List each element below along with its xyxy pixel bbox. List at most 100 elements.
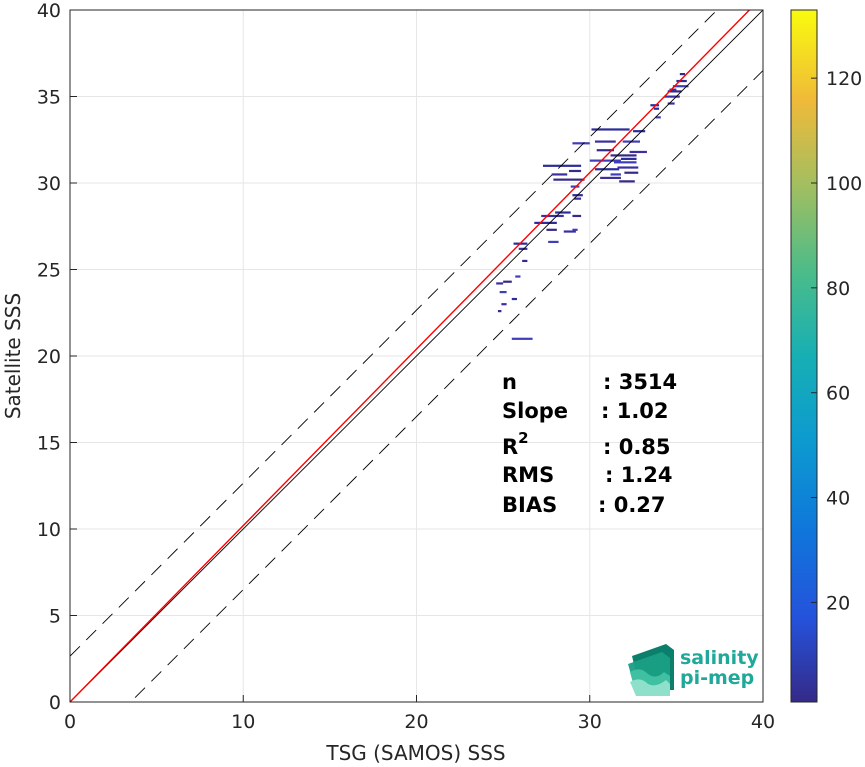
density-cell — [551, 173, 568, 176]
stat-n-value: : 3514 — [603, 370, 677, 394]
y-tick-label: 25 — [37, 260, 61, 282]
density-cell — [563, 230, 576, 233]
density-cell — [515, 275, 521, 278]
density-cell — [542, 164, 582, 167]
colorbar-tick-label: 100 — [826, 173, 862, 195]
density-cell — [655, 116, 661, 119]
density-cell — [497, 310, 502, 313]
density-cell — [496, 282, 504, 285]
density-cell — [624, 171, 639, 174]
density-cell — [676, 79, 687, 83]
density-cell — [591, 128, 630, 131]
colorbar-tick-label: 40 — [826, 488, 850, 510]
y-tick-label: 40 — [37, 0, 61, 22]
density-cell — [650, 104, 660, 107]
colorbar-tick-label: 80 — [826, 278, 850, 300]
density-cell — [664, 95, 680, 98]
density-cell — [503, 280, 512, 283]
y-tick-label: 15 — [37, 433, 61, 455]
colorbar — [790, 9, 818, 703]
reference-line-regression — [70, 10, 751, 702]
density-cell — [617, 166, 639, 169]
density-cell — [548, 240, 559, 244]
density-cell — [667, 102, 675, 105]
density-cell — [679, 73, 686, 76]
density-cell — [610, 154, 637, 157]
x-tick-label: 40 — [751, 711, 775, 733]
stat-n-label: n — [502, 370, 517, 394]
density-cell — [546, 228, 557, 231]
stat-bias-value: : 0.27 — [598, 493, 666, 517]
y-tick-label: 0 — [49, 692, 61, 714]
stat-r2-label: R2 — [502, 429, 529, 459]
density-cell — [572, 214, 582, 218]
density-cell — [568, 169, 582, 173]
colorbar-tick-label: 60 — [826, 383, 850, 405]
density-cell — [541, 214, 564, 218]
x-axis-ticks: 0 10 20 30 40 — [64, 695, 775, 733]
density-cell — [596, 149, 615, 152]
stat-bias-label: BIAS — [502, 493, 557, 517]
density-cell — [511, 337, 533, 340]
density-cell — [653, 107, 660, 110]
salinity-pi-mep-logo: salinity pi-mep — [628, 644, 759, 696]
density-cell — [672, 85, 689, 88]
colorbar-ticks: 20 40 60 80 100 120 — [811, 68, 862, 614]
logo-line2: pi-mep — [680, 667, 754, 689]
y-axis-ticks: 0 5 10 15 20 25 30 35 40 — [37, 0, 77, 714]
density-cell — [572, 228, 578, 231]
density-cell — [555, 211, 571, 214]
density-cell — [589, 159, 621, 162]
density-cell — [534, 221, 557, 224]
density-cell — [619, 180, 635, 183]
x-tick-label: 30 — [578, 711, 602, 733]
colorbar-tick-label: 120 — [826, 68, 862, 90]
density-cell — [600, 176, 621, 180]
stat-slope-value: : 1.02 — [601, 399, 669, 423]
reference-line-lower-bound — [130, 70, 763, 702]
density-cell — [669, 88, 677, 91]
reference-line-identity — [70, 10, 763, 702]
x-tick-label: 0 — [64, 711, 76, 733]
x-tick-label: 20 — [404, 711, 428, 733]
density-cell — [594, 168, 620, 171]
density-cell — [610, 173, 621, 176]
stat-r2-value: : 0.85 — [603, 435, 671, 459]
density-cell — [499, 290, 507, 294]
density-cell — [572, 142, 590, 145]
reference-lines — [70, 10, 763, 702]
y-tick-label: 35 — [37, 87, 61, 109]
density-cells — [496, 73, 689, 340]
density-cell — [522, 259, 528, 263]
density-cell — [553, 178, 585, 181]
stat-rms-value: : 1.24 — [605, 463, 673, 487]
density-cell — [629, 150, 647, 154]
stat-r2-superscript: 2 — [518, 429, 528, 447]
reference-line-upper-bound — [70, 10, 718, 657]
y-tick-label: 5 — [49, 606, 61, 628]
density-cell — [511, 297, 517, 301]
x-tick-label: 10 — [231, 711, 255, 733]
density-cell — [501, 303, 507, 306]
stats-box: n : 3514 Slope : 1.02 R2 : 0.85 RMS : 1.… — [502, 370, 677, 517]
y-tick-label: 10 — [37, 519, 61, 541]
stat-r2-letter: R — [502, 435, 518, 459]
density-cell — [570, 185, 580, 188]
stat-rms-label: RMS — [502, 463, 554, 487]
density-cell — [620, 157, 637, 160]
density-cell — [633, 130, 646, 133]
logo-line1: salinity — [680, 647, 759, 669]
y-axis-label: Satellite SSS — [1, 293, 25, 419]
density-cell — [574, 197, 582, 200]
x-axis-label: TSG (SAMOS) SSS — [325, 741, 505, 765]
density-cell — [518, 247, 528, 250]
y-tick-label: 20 — [37, 346, 61, 368]
wave-layers-icon — [628, 644, 674, 696]
stat-slope-label: Slope — [502, 399, 568, 423]
density-cell — [614, 161, 637, 164]
density-cell — [594, 140, 616, 143]
colorbar-tick-label: 20 — [826, 592, 850, 614]
density-cell — [667, 90, 682, 93]
y-tick-label: 30 — [37, 173, 61, 195]
